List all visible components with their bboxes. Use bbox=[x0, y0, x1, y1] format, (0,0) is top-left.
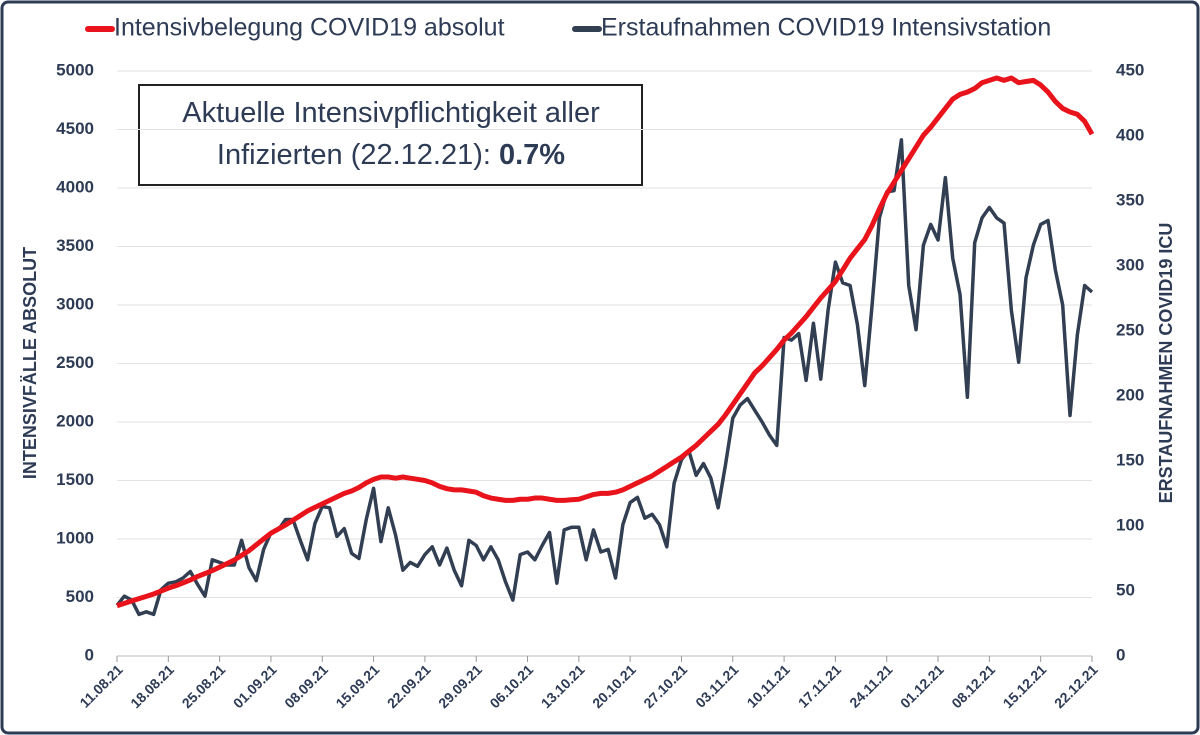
y-tick-label: 3000 bbox=[56, 294, 94, 313]
y2-tick-label: 300 bbox=[1116, 255, 1144, 274]
y-tick-label: 500 bbox=[66, 587, 94, 606]
annotation-value: 0.7% bbox=[499, 139, 565, 171]
series-line bbox=[116, 75, 1095, 609]
y2-tick-label: 0 bbox=[1116, 645, 1125, 664]
y2-tick-label: 250 bbox=[1116, 320, 1144, 339]
y2-tick-label: 400 bbox=[1116, 125, 1144, 144]
legend-label: Intensivbelegung COVID19 absolut bbox=[114, 14, 505, 42]
y2-tick-label: 350 bbox=[1116, 190, 1144, 209]
y2-tick-label: 50 bbox=[1116, 580, 1135, 599]
y-tick-label: 0 bbox=[85, 645, 94, 664]
y-tick-label: 1000 bbox=[56, 528, 94, 547]
annotation: Aktuelle Intensivpflichtigkeit aller bbox=[182, 97, 600, 129]
y2-tick-label: 150 bbox=[1116, 450, 1144, 469]
y-tick-label: 5000 bbox=[56, 60, 94, 79]
y-tick-label: 4000 bbox=[56, 177, 94, 196]
y-tick-label: 2000 bbox=[56, 411, 94, 430]
annotation: Infizierten (22.12.21): bbox=[217, 139, 491, 171]
y-tick-label: 3500 bbox=[56, 236, 94, 255]
annotation-box bbox=[138, 84, 643, 186]
annotation: Infizierten (22.12.21): 0.7% bbox=[217, 139, 565, 171]
y2-axis-label: ERSTAUFNAHMEN COVID19 ICU bbox=[1156, 223, 1176, 504]
y-tick-label: 4500 bbox=[56, 119, 94, 138]
y-tick-label: 2500 bbox=[56, 353, 94, 372]
y2-tick-label: 100 bbox=[1116, 515, 1144, 534]
y-axis-label: INTENSIVFÄLLE ABSOLUT bbox=[20, 247, 40, 479]
legend-label: Erstaufnahmen COVID19 Intensivstation bbox=[601, 14, 1051, 42]
y-tick-label: 1500 bbox=[56, 470, 94, 489]
y2-tick-label: 200 bbox=[1116, 385, 1144, 404]
y2-tick-label: 450 bbox=[1116, 60, 1144, 79]
